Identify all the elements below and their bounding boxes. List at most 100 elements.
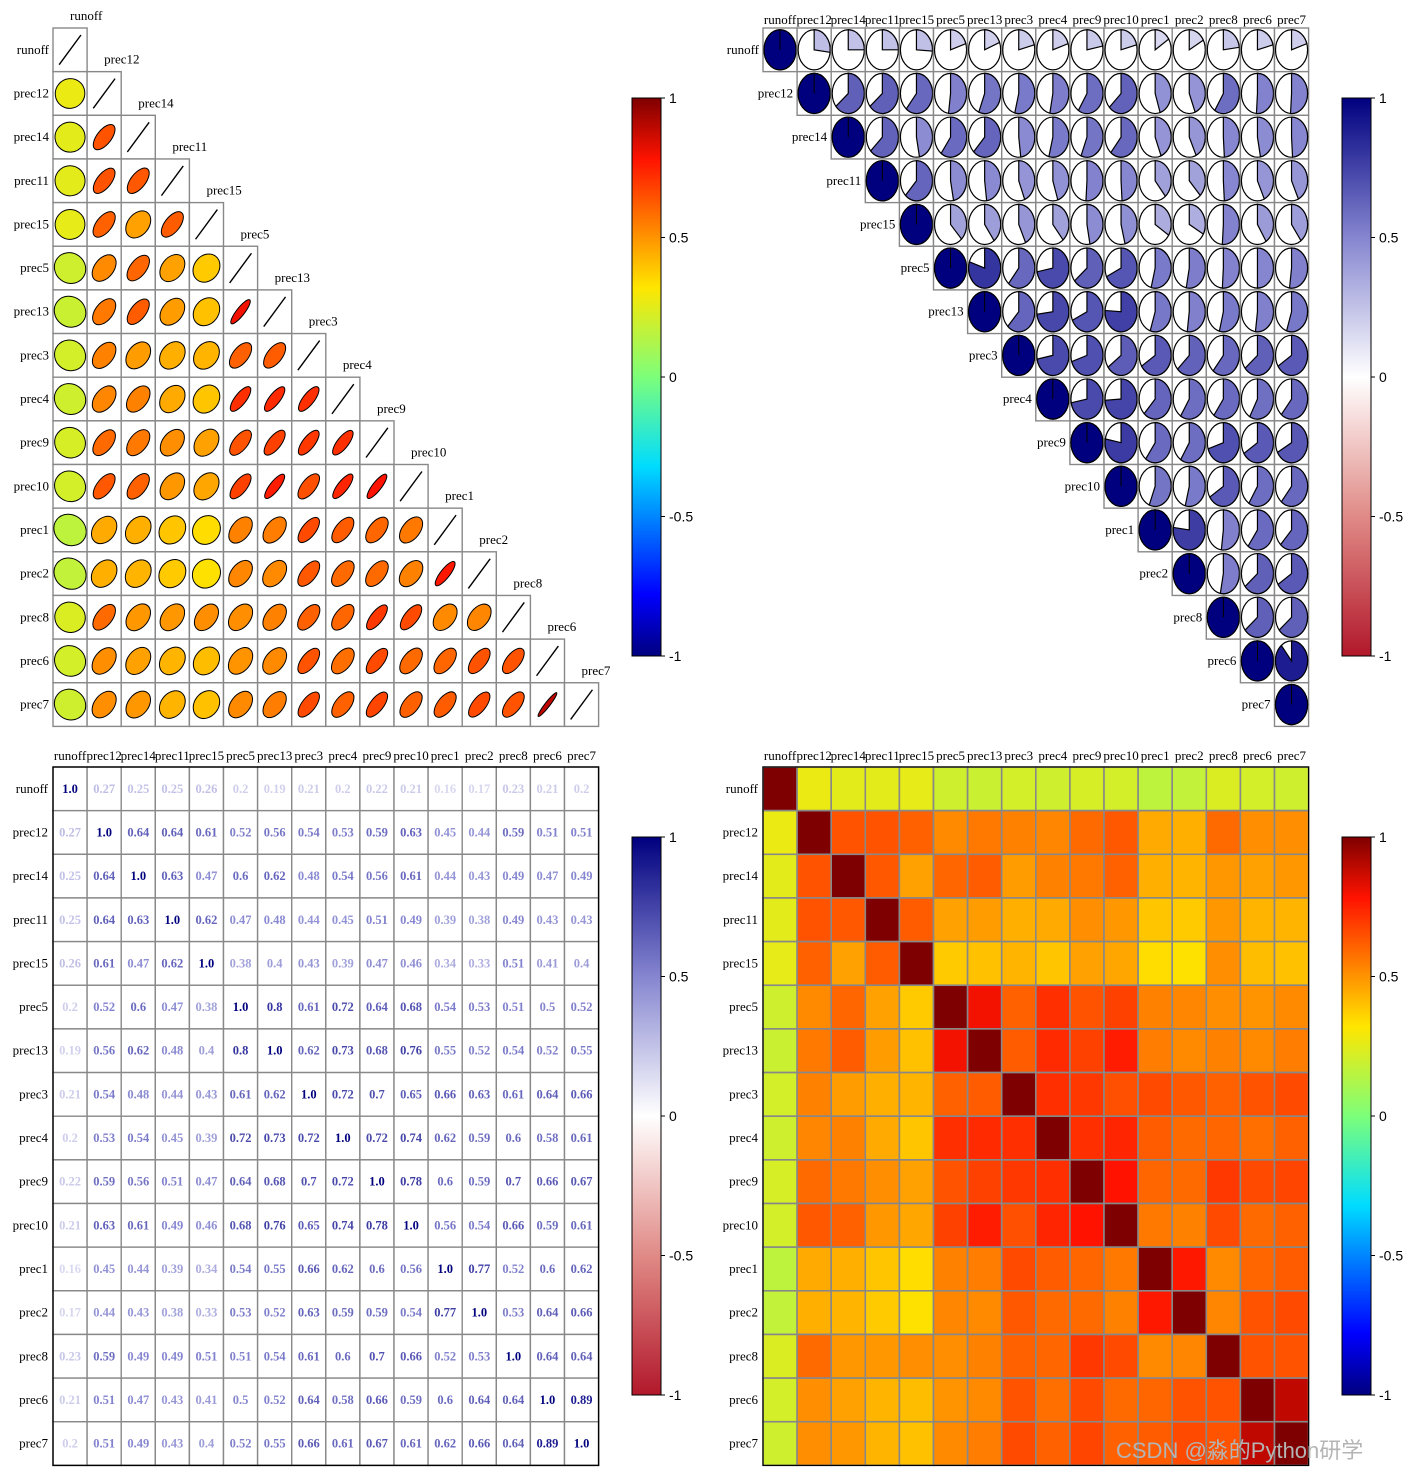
pie-slice bbox=[1108, 72, 1138, 115]
correlation-value: 0.78 bbox=[400, 1175, 422, 1189]
pie-slice bbox=[1218, 291, 1240, 333]
correlation-value: 0.52 bbox=[264, 1306, 286, 1320]
correlation-value: 0.2 bbox=[62, 1000, 78, 1014]
correlation-ellipse bbox=[263, 342, 287, 369]
correlation-value: 0.46 bbox=[196, 1218, 218, 1232]
heatmap-cell bbox=[1069, 1420, 1105, 1467]
correlation-value: 0.62 bbox=[161, 956, 183, 970]
correlation-value: 0.4 bbox=[199, 1044, 215, 1058]
heatmap-cell bbox=[1137, 1159, 1173, 1205]
heatmap-cell bbox=[966, 1071, 1003, 1118]
heatmap-cell bbox=[1239, 1071, 1276, 1118]
colorbars: 1 0.5 0 -0.5 -1 1 0.5 0 -0.5 -1 1 0.5 0 -0.5 -1 1 0.5 0 -0… bbox=[631, 90, 1403, 1403]
diagonal-line bbox=[570, 689, 594, 720]
correlation-value: 0.56 bbox=[93, 1044, 115, 1058]
heatmap-cell bbox=[966, 940, 1003, 987]
heatmap-cell bbox=[1035, 1420, 1071, 1467]
correlation-ellipse bbox=[92, 429, 116, 457]
correlation-value: 0.49 bbox=[127, 1349, 149, 1363]
correlation-value: 1.0 bbox=[301, 1087, 317, 1101]
correlation-value: 1.0 bbox=[574, 1437, 590, 1451]
colorbar-tick-label: -0.5 bbox=[1379, 1248, 1403, 1264]
row-label: prec1 bbox=[20, 522, 49, 537]
heatmap-cell bbox=[1205, 809, 1242, 856]
correlation-value: 0.49 bbox=[502, 913, 524, 927]
heatmap-cell bbox=[1273, 940, 1310, 987]
heatmap-cell bbox=[1035, 940, 1071, 987]
correlation-value: 0.72 bbox=[366, 1131, 388, 1145]
heatmap-cell bbox=[1171, 1246, 1208, 1292]
grid-cell bbox=[359, 1290, 395, 1336]
heatmap-cell bbox=[966, 897, 1003, 943]
correlation-ellipse bbox=[263, 386, 286, 412]
correlation-ellipse bbox=[332, 473, 354, 500]
grid-cell bbox=[393, 809, 429, 856]
row-label: prec3 bbox=[969, 347, 998, 362]
pie-slice bbox=[1285, 291, 1309, 333]
correlation-ellipse bbox=[228, 342, 253, 369]
pie-slice bbox=[1077, 72, 1104, 115]
heatmap-cell bbox=[966, 1420, 1003, 1467]
correlation-value: 0.61 bbox=[230, 1087, 252, 1101]
grid-cell bbox=[427, 1115, 463, 1161]
column-label: prec14 bbox=[138, 95, 174, 110]
row-label: prec9 bbox=[20, 435, 49, 450]
correlation-ellipse bbox=[434, 560, 456, 587]
ellipse-correlation-panel: runoff runoff prec12 prec12 prec14 prec14 prec… bbox=[14, 8, 611, 728]
correlation-ellipse bbox=[125, 210, 152, 239]
grid-cell bbox=[461, 940, 498, 986]
pie-slice bbox=[949, 29, 967, 51]
correlation-value: 0.2 bbox=[574, 782, 590, 796]
correlation-value: 0.21 bbox=[537, 782, 559, 796]
pie-slice bbox=[1290, 160, 1309, 200]
heatmap-cell bbox=[966, 766, 1003, 812]
correlation-value: 0.33 bbox=[196, 1306, 218, 1320]
row-label: prec9 bbox=[19, 1174, 48, 1189]
heatmap-cell bbox=[1273, 1333, 1310, 1379]
pie-slice bbox=[1007, 247, 1036, 289]
pie-slice bbox=[1120, 160, 1138, 202]
correlation-value: 0.52 bbox=[230, 825, 252, 839]
correlation-value: 0.43 bbox=[196, 1087, 218, 1101]
heatmap-cell bbox=[830, 1028, 867, 1074]
correlation-value: 0.64 bbox=[468, 1393, 491, 1407]
correlation-value: 0.26 bbox=[196, 782, 218, 796]
column-label: prec8 bbox=[1209, 748, 1238, 763]
colorbar-tick-label: -1 bbox=[1379, 648, 1392, 664]
correlation-value: 0.49 bbox=[161, 1218, 183, 1232]
pie-slice bbox=[1070, 334, 1104, 377]
column-label: prec7 bbox=[1277, 748, 1306, 763]
heatmap-cell bbox=[1035, 984, 1071, 1030]
heatmap-cell bbox=[864, 1159, 901, 1205]
correlation-value: 0.73 bbox=[332, 1044, 354, 1058]
pie-slice bbox=[1007, 291, 1036, 333]
correlation-value: 0.63 bbox=[127, 913, 149, 927]
correlation-value: 0.53 bbox=[93, 1131, 115, 1145]
correlation-value: 0.49 bbox=[571, 869, 593, 883]
grid-cell bbox=[222, 1159, 259, 1205]
pie-slice bbox=[1220, 509, 1240, 551]
correlation-value: 0.47 bbox=[161, 1000, 183, 1014]
correlation-value: 1.0 bbox=[130, 869, 146, 883]
grid-cell bbox=[120, 940, 156, 986]
correlation-value: 0.51 bbox=[502, 1000, 524, 1014]
correlation-value: 0.19 bbox=[264, 782, 286, 796]
heatmap-cell bbox=[932, 940, 969, 987]
correlation-ellipse bbox=[126, 167, 150, 194]
column-label: prec13 bbox=[967, 748, 1002, 763]
pie-slice bbox=[1052, 203, 1070, 241]
correlation-value: 0.16 bbox=[434, 782, 456, 796]
correlation-ellipse bbox=[228, 559, 253, 588]
pie-slice bbox=[1052, 29, 1069, 51]
heatmap-cell bbox=[1035, 1290, 1071, 1336]
diagonal-line bbox=[92, 78, 116, 109]
grid-cell bbox=[120, 984, 156, 1030]
colorbar-tick-label: -1 bbox=[669, 648, 682, 664]
heatmap-cell bbox=[1171, 1071, 1208, 1118]
pie-slice bbox=[1185, 247, 1206, 289]
row-label: prec10 bbox=[1065, 478, 1100, 493]
correlation-ellipse bbox=[159, 603, 186, 632]
column-label: runoff bbox=[764, 748, 797, 763]
heatmap-cell bbox=[932, 809, 969, 856]
pie-slice bbox=[972, 116, 1002, 158]
